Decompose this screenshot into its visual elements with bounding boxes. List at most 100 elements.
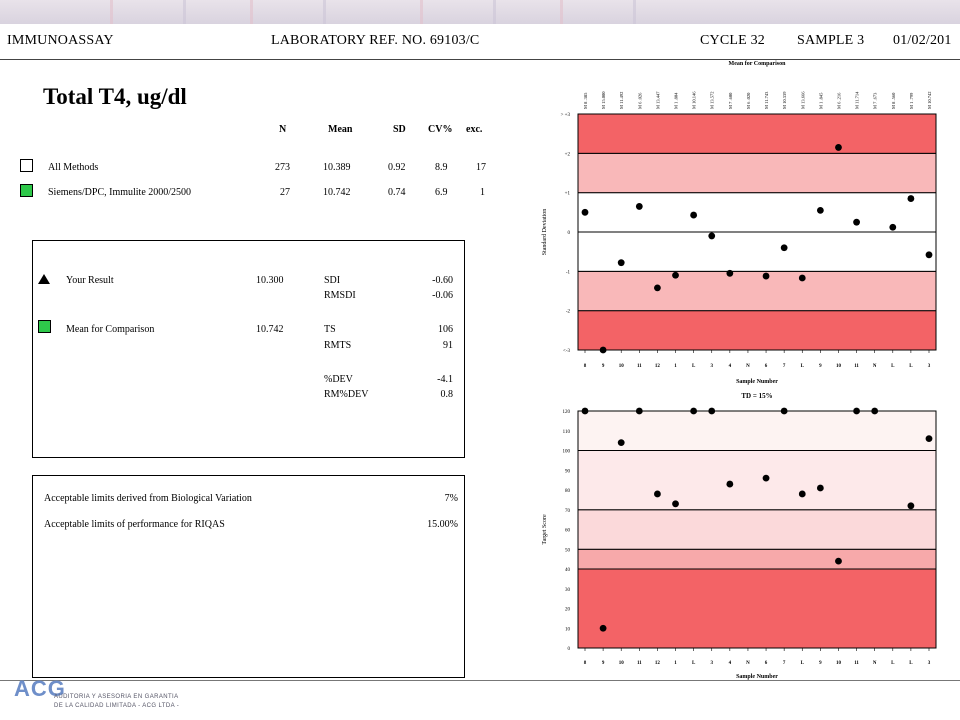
data-point (708, 407, 716, 415)
top-sample-label: M 6 .026 (637, 92, 642, 109)
metric-value: 0.8 (440, 389, 454, 400)
row-label: Siemens/DPC, Immulite 2000/2500 (48, 187, 192, 198)
data-point (672, 271, 679, 279)
data-point (871, 407, 879, 415)
data-point (654, 490, 661, 498)
data-point (690, 407, 698, 415)
x-tick-label: L (801, 364, 805, 369)
y-tick-label: 70 (565, 509, 571, 514)
y-tick-label: +2 (565, 152, 571, 157)
y-tick-label: 60 (565, 529, 571, 534)
limits-box (32, 475, 465, 678)
x-tick-label: L (909, 661, 913, 666)
x-tick-label: 10 (619, 661, 625, 666)
top-sample-label: M 10.339 (782, 91, 787, 109)
sd-band (577, 231, 937, 272)
metric-label: %DEV (324, 374, 353, 385)
data-point (816, 484, 824, 492)
score-band (577, 450, 937, 511)
data-point (617, 439, 625, 446)
metric-value: 106 (438, 324, 453, 335)
sd-band (577, 152, 937, 194)
logo-subtitle: AUDITORIA Y ASESORIA EN GARANTIA (54, 694, 179, 700)
row-n: 27 (280, 187, 290, 198)
x-tick-label: 10 (836, 364, 842, 369)
y-axis-label: Standard Deviation (542, 209, 548, 256)
your-result-value: 10.300 (256, 275, 284, 286)
data-point (798, 274, 806, 282)
x-axis-label: Sample Number (736, 379, 778, 385)
top-sample-label: M 15.000 (601, 91, 606, 109)
x-tick-label: L (891, 661, 895, 666)
row-sd: 0.74 (388, 187, 406, 198)
data-point (762, 272, 770, 280)
data-point (853, 407, 860, 415)
y-tick-label: -1 (566, 270, 571, 275)
y-tick-label: 40 (565, 568, 571, 573)
top-sample-label: M 11.714 (855, 91, 860, 109)
score-band (577, 548, 937, 570)
x-tick-label: 9 (602, 364, 605, 369)
data-point (617, 259, 625, 267)
x-tick-label: 3 (710, 661, 713, 666)
top-sample-label: M 7 .600 (728, 92, 733, 109)
data-point (798, 490, 806, 498)
top-sample-label: M 1 .804 (674, 92, 679, 109)
x-tick-label: 4 (729, 364, 732, 369)
x-tick-label: 3 (928, 364, 931, 369)
x-tick-label: L (692, 364, 696, 369)
data-point (581, 208, 589, 216)
sd-band (577, 192, 937, 233)
metric-label: RMSDI (324, 290, 356, 301)
row-label: All Methods (48, 162, 99, 173)
x-tick-label: 4 (729, 661, 732, 666)
x-tick-label: L (692, 661, 696, 666)
data-point (907, 195, 915, 202)
all-methods-marker (20, 159, 33, 172)
x-tick-label: N (873, 364, 877, 369)
row-cv: 6.9 (435, 187, 448, 198)
top-sample-label: M 8 .385 (583, 92, 588, 109)
y-tick-label: 80 (565, 489, 571, 494)
x-tick-label: 9 (819, 661, 822, 666)
metric-value: -4.1 (437, 374, 453, 385)
metric-label: RM%DEV (324, 389, 369, 400)
top-sample-label: M 6 .020 (746, 92, 751, 109)
bio-limit-value: 7% (444, 493, 458, 504)
plot-frame (577, 410, 937, 649)
score-band (577, 410, 937, 451)
data-point (835, 557, 842, 565)
col-header-n: N (279, 124, 287, 135)
sd-chart: Mean for Comparison > +3 +2 +1 0 -1 -2 <-3 8 9 10 1… (542, 61, 937, 385)
data-point (925, 251, 933, 259)
x-tick-label: 8 (584, 661, 587, 666)
col-header-cv: CV% (428, 124, 453, 135)
metric-label: RMTS (324, 340, 352, 351)
y-tick-label: <-3 (563, 349, 570, 354)
y-tick-label: +1 (565, 192, 571, 197)
y-tick-label: 110 (563, 430, 571, 435)
x-tick-label: L (801, 661, 805, 666)
y-tick-label: 30 (565, 588, 571, 593)
metric-label: TS (324, 324, 336, 335)
x-tick-label: 10 (619, 364, 625, 369)
data-point (925, 435, 933, 443)
data-point (690, 211, 698, 219)
x-tick-label: L (909, 364, 913, 369)
x-tick-label: 1 (674, 661, 677, 666)
x-tick-label: 9 (819, 364, 822, 369)
x-tick-label: N (746, 364, 750, 369)
y-tick-label: -2 (566, 310, 571, 315)
data-point (726, 269, 734, 277)
row-sd: 0.92 (388, 162, 406, 173)
x-tick-label: 3 (710, 364, 713, 369)
perf-limit-value: 15.00% (427, 519, 458, 530)
metric-value: -0.06 (432, 290, 453, 301)
y-tick-label: 100 (563, 450, 571, 455)
cycle-label: CYCLE 32 (700, 33, 765, 48)
y-tick-label: 20 (565, 608, 571, 613)
top-sample-label: M 13.666 (800, 91, 805, 109)
data-point (635, 407, 643, 415)
mean-comparison-marker (38, 320, 51, 333)
x-tick-label: 12 (655, 661, 661, 666)
